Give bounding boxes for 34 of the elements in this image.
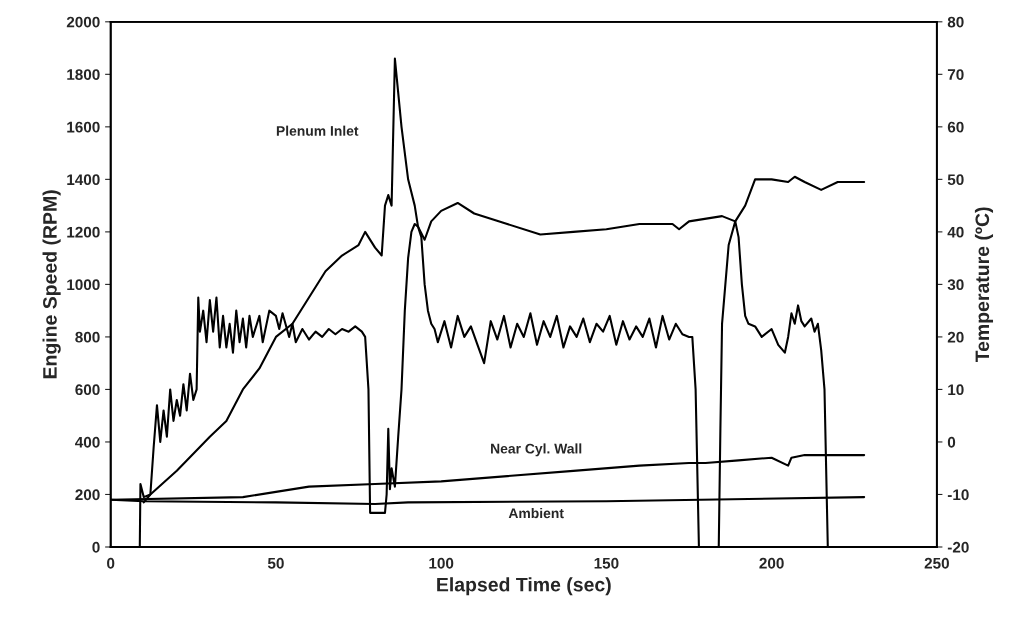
y2-tick-label: -10 — [947, 489, 969, 501]
y-axis-title: Engine Speed (RPM) — [42, 190, 61, 379]
y2-tick-label: 0 — [947, 436, 956, 448]
x-tick-label: 250 — [924, 557, 949, 569]
y2-tick-label: 50 — [947, 174, 964, 186]
y-tick-label: 200 — [75, 489, 100, 501]
y-tick-label: 400 — [75, 436, 100, 448]
x-tick-label: 50 — [267, 557, 284, 569]
y2-tick-label: 10 — [948, 384, 964, 396]
y2-tick-label: -20 — [947, 541, 969, 553]
y2-tick-label: 40 — [947, 226, 964, 238]
y-tick-label: 800 — [75, 331, 100, 343]
text: Plenum Inlet — [276, 125, 359, 136]
y2-tick-label: 30 — [947, 279, 964, 291]
y2-tick-label: 70 — [947, 69, 964, 81]
y2-tick-label: 20 — [947, 331, 964, 343]
x-tick-label: 200 — [759, 557, 784, 569]
y-tick-label: 1600 — [67, 121, 100, 133]
y2-axis-title: Temperature (ºC) — [974, 207, 994, 363]
y-tick-label: 1000 — [67, 279, 100, 291]
y-tick-label: 1200 — [67, 226, 100, 238]
y2-tick-label: 60 — [947, 121, 964, 133]
y-tick-label: 1800 — [67, 69, 100, 81]
x-tick-label: 0 — [107, 557, 115, 569]
y-tick-label: 1400 — [67, 174, 100, 186]
x-tick-label: 150 — [594, 557, 619, 569]
series-label: Near Cyl. Wall — [491, 443, 582, 457]
y-tick-label: 600 — [75, 384, 100, 396]
x-tick-label: 100 — [429, 557, 454, 569]
series-label: Ambient — [508, 507, 564, 519]
x-axis-title: Elapsed Time (sec) — [437, 577, 611, 596]
y-tick-label: 0 — [92, 541, 100, 553]
y-tick-label: 2000 — [66, 16, 100, 28]
y2-tick-label: 80 — [947, 16, 964, 28]
